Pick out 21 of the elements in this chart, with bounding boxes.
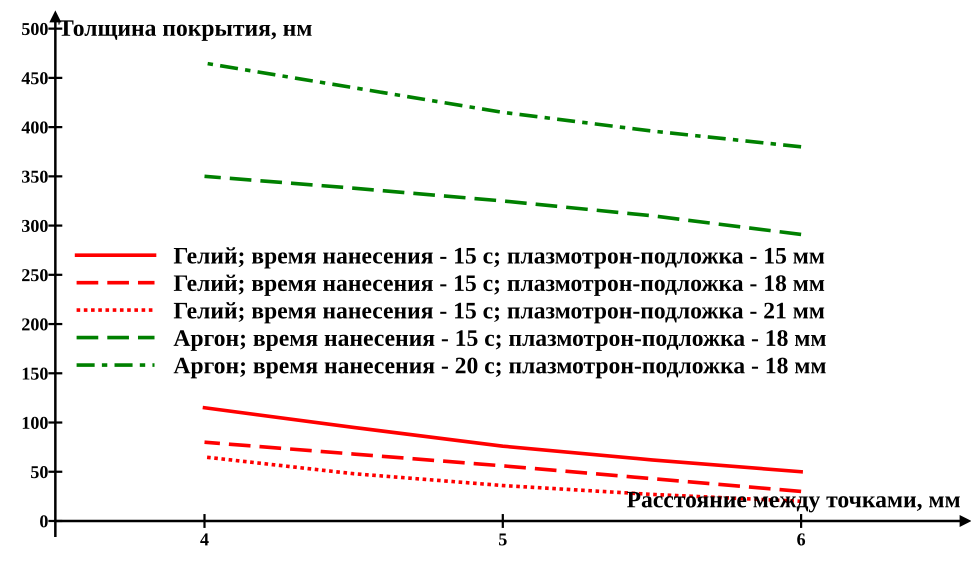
y-axis-title: Толщина покрытия, нм xyxy=(58,20,312,41)
x-tick-label: 4 xyxy=(200,533,209,546)
legend-label: Аргон; время нанесения - 20 с; плазмотрон-подложка - 18 мм xyxy=(174,358,826,378)
y-tick-label: 200 xyxy=(22,318,48,330)
y-tick-label: 150 xyxy=(22,368,48,380)
y-tick-label: 0 xyxy=(40,515,48,528)
y-tick-label: 400 xyxy=(22,121,48,134)
y-tick-label: 100 xyxy=(22,416,48,429)
legend-label: Гелий; время нанесения - 15 с; плазмотрон-подложка - 21 мм xyxy=(174,302,824,324)
y-tick-label: 350 xyxy=(22,170,48,183)
y-tick-label: 50 xyxy=(31,466,48,478)
x-tick-label: 6 xyxy=(797,533,806,546)
legend-label: Аргон; время нанесения - 15 с; плазмотрон-подложка - 18 мм xyxy=(174,330,826,351)
y-tick-label: 300 xyxy=(22,220,48,232)
y-tick-label: 250 xyxy=(22,269,48,282)
y-tick-label: 450 xyxy=(22,72,48,84)
legend-label: Гелий; время нанесения - 15 с; плазмотрон-подложка - 18 мм xyxy=(174,274,824,296)
legend-label: Гелий; время нанесения - 15 с; плазмотрон-подложка - 15 мм xyxy=(174,247,824,268)
y-tick-label: 500 xyxy=(22,22,48,36)
x-tick-label: 5 xyxy=(499,533,507,546)
x-axis-title: Расстояние между точками, мм xyxy=(627,492,960,512)
